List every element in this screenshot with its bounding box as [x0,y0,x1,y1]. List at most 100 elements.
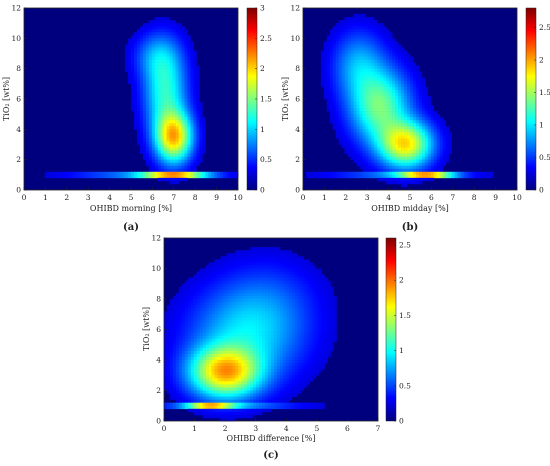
heatmap-cell [197,287,200,290]
heatmap-cell [193,72,196,75]
heatmap-cell [307,293,310,296]
heatmap-cell [371,166,374,169]
heatmap-cell [72,172,75,175]
heatmap-cell [167,99,170,102]
heatmap-cell [351,41,354,44]
heatmap-cell [383,90,386,93]
heatmap-cell [215,299,218,302]
heatmap-cell [280,357,283,360]
heatmap-cell [205,175,208,178]
heatmap-cell [386,123,389,126]
heatmap-cell [143,126,146,129]
heatmap-cell [322,351,325,354]
heatmap-cell [143,38,146,41]
heatmap-cell [167,330,170,333]
heatmap-cell [268,314,271,317]
heatmap-cell [179,50,182,53]
heatmap-cell [170,123,173,126]
heatmap-cell [362,17,365,20]
heatmap-cell [125,44,128,47]
heatmap-cell [307,348,310,351]
heatmap-cell [179,287,182,290]
heatmap-cell [374,32,377,35]
heatmap-cell [354,141,357,144]
heatmap-cell [354,132,357,135]
heatmap-cell [389,84,392,87]
heatmap-cell [146,160,149,163]
heatmap-cell [137,105,140,108]
heatmap-cell [143,90,146,93]
heatmap-cell [223,320,226,323]
heatmap-cell [167,87,170,90]
heatmap-cell [200,348,203,351]
heatmap-cell [268,354,271,357]
heatmap-cell [179,63,182,66]
heatmap-cell [410,154,413,157]
heatmap-cell [185,357,188,360]
heatmap-cell [419,172,422,175]
heatmap-cell [348,47,351,50]
heatmap-cell [247,256,250,259]
heatmap-cell [398,57,401,60]
heatmap-cell [298,299,301,302]
heatmap-cell [404,60,407,63]
heatmap-cell [395,50,398,53]
heatmap-cell [170,314,173,317]
heatmap-cell [380,72,383,75]
heatmap-cell [146,132,149,135]
heatmap-cell [410,175,413,178]
heatmap-cell [359,145,362,148]
heatmap-cell [161,93,164,96]
heatmap-cell [185,351,188,354]
heatmap-cell [274,250,277,253]
heatmap-cell [333,93,336,96]
heatmap-cell [410,96,413,99]
heatmap-cell [277,314,280,317]
heatmap-cell [170,105,173,108]
heatmap-cell [410,108,413,111]
heatmap-cell [437,114,440,117]
heatmap-cell [354,54,357,57]
heatmap-cell [374,102,377,105]
heatmap-cell [354,135,357,138]
heatmap-cell [351,20,354,23]
heatmap-cell [241,354,244,357]
heatmap-cell [265,302,268,305]
heatmap-cell [167,72,170,75]
heatmap-cell [253,354,256,357]
heatmap-cell [307,290,310,293]
heatmap-cell [342,50,345,53]
heatmap-cell [342,175,345,178]
heatmap-cell [193,172,196,175]
heatmap-cell [265,281,268,284]
heatmap-cell [295,360,298,363]
heatmap-cell [185,284,188,287]
heatmap-cell [146,72,149,75]
heatmap-cell [362,78,365,81]
heatmap-cell [179,44,182,47]
heatmap-cell [191,287,194,290]
heatmap-cell [232,262,235,265]
heatmap-cell [362,75,365,78]
heatmap-cell [330,99,333,102]
heatmap-cell [333,308,336,311]
heatmap-cell [325,330,328,333]
heatmap-cell [131,57,134,60]
heatmap-cell [238,275,241,278]
heatmap-cell [380,75,383,78]
heatmap-cell [452,175,455,178]
heatmap-cell [196,69,199,72]
heatmap-cell [179,84,182,87]
heatmap-cell [158,72,161,75]
heatmap-cell [196,126,199,129]
heatmap-cell [194,317,197,320]
heatmap-cell [170,132,173,135]
heatmap-cell [215,272,218,275]
heatmap-cell [238,250,241,253]
heatmap-cell [389,57,392,60]
heatmap-cell [193,75,196,78]
heatmap-cell [176,117,179,120]
heatmap-cell [416,151,419,154]
heatmap-cell [324,87,327,90]
heatmap-cell [182,157,185,160]
